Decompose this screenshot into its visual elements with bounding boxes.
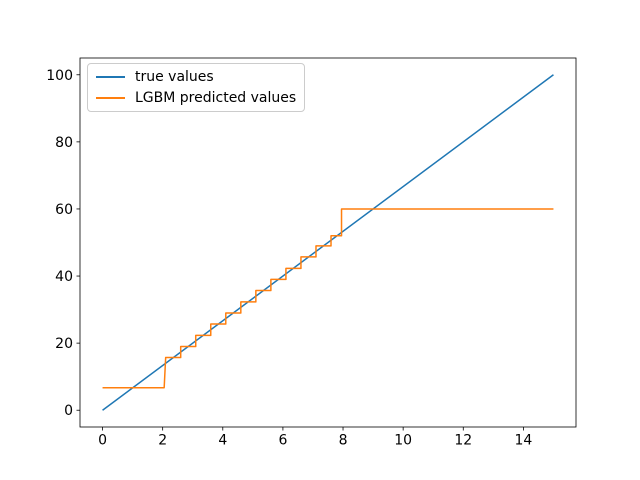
series-line-true-values — [102, 74, 554, 411]
legend-line-sample-lgbm-predicted-values — [96, 97, 125, 99]
legend-label-lgbm-predicted-values: LGBM predicted values — [135, 90, 297, 106]
series-line-lgbm-predicted-values — [102, 208, 554, 389]
y-tick-label: 100 — [46, 68, 73, 84]
y-tick-label: 40 — [55, 269, 73, 285]
legend-label-true-values: true values — [135, 69, 214, 85]
legend-line-sample-true-values — [96, 76, 125, 78]
x-tick-label: 6 — [278, 433, 287, 449]
y-tick-label: 20 — [55, 336, 73, 352]
x-tick-label: 14 — [514, 433, 532, 449]
y-tick-label: 80 — [55, 135, 73, 151]
x-tick-label: 10 — [394, 433, 412, 449]
x-tick-label: 8 — [339, 433, 348, 449]
legend-item-lgbm-predicted-values: LGBM predicted values — [96, 90, 296, 106]
legend: true values LGBM predicted values — [87, 63, 306, 112]
x-tick-label: 4 — [218, 433, 227, 449]
x-tick-label: 12 — [454, 433, 472, 449]
y-tick-label: 0 — [64, 403, 73, 419]
legend-item-true-values: true values — [96, 69, 296, 85]
x-tick-label: 2 — [158, 433, 167, 449]
x-tick-label: 0 — [98, 433, 107, 449]
y-tick-label: 60 — [55, 202, 73, 218]
